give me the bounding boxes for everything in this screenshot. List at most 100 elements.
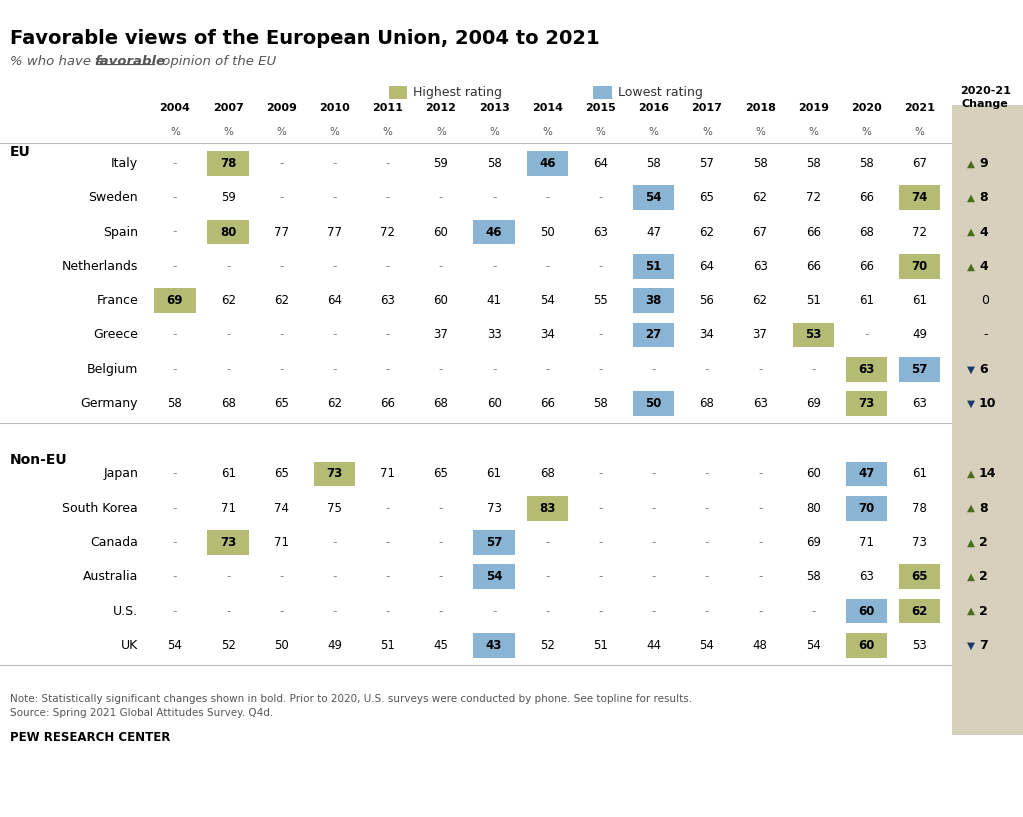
Text: -: -	[226, 328, 230, 342]
Text: 2017: 2017	[692, 103, 722, 113]
Text: -: -	[386, 157, 390, 170]
Text: Non-EU: Non-EU	[10, 453, 68, 467]
Text: Netherlands: Netherlands	[61, 260, 138, 273]
Text: ▲: ▲	[967, 538, 975, 547]
Text: -: -	[492, 191, 496, 204]
Text: 2016: 2016	[638, 103, 669, 113]
Text: 60: 60	[806, 467, 820, 480]
Text: %: %	[595, 127, 606, 136]
Text: -: -	[332, 536, 337, 549]
Text: 70: 70	[858, 502, 875, 515]
Text: ▲: ▲	[967, 469, 975, 479]
Text: 50: 50	[540, 225, 554, 239]
Text: 71: 71	[274, 536, 288, 549]
Text: 77: 77	[274, 225, 288, 239]
Text: 46: 46	[539, 157, 555, 170]
FancyBboxPatch shape	[527, 151, 568, 176]
Text: 68: 68	[434, 397, 448, 410]
Text: -: -	[705, 570, 709, 583]
FancyBboxPatch shape	[899, 599, 940, 623]
Text: -: -	[492, 363, 496, 376]
FancyBboxPatch shape	[389, 86, 407, 99]
Text: -: -	[386, 570, 390, 583]
Text: 37: 37	[753, 328, 767, 342]
Text: 65: 65	[274, 397, 288, 410]
Text: 52: 52	[540, 639, 554, 652]
Text: %: %	[170, 127, 180, 136]
Text: 8: 8	[979, 502, 987, 515]
Text: ▲: ▲	[967, 503, 975, 513]
Text: ▲: ▲	[967, 227, 975, 237]
Text: 60: 60	[487, 397, 501, 410]
Text: 63: 63	[593, 225, 608, 239]
Text: 54: 54	[486, 570, 502, 583]
Text: 63: 63	[858, 363, 875, 376]
Text: -: -	[705, 502, 709, 515]
Text: 60: 60	[858, 639, 875, 652]
Text: 2013: 2013	[479, 103, 509, 113]
Text: 61: 61	[221, 467, 235, 480]
Text: -: -	[279, 191, 283, 204]
Text: 54: 54	[700, 639, 714, 652]
Text: ▼: ▼	[967, 399, 975, 408]
Text: 9: 9	[979, 157, 987, 170]
Text: 47: 47	[858, 467, 875, 480]
FancyBboxPatch shape	[474, 220, 515, 244]
Text: 69: 69	[806, 536, 820, 549]
Text: 66: 66	[859, 260, 874, 273]
Text: -: -	[332, 328, 337, 342]
FancyBboxPatch shape	[899, 565, 940, 589]
Text: -: -	[758, 570, 762, 583]
Text: %: %	[808, 127, 818, 136]
Text: -: -	[652, 536, 656, 549]
Text: 54: 54	[806, 639, 820, 652]
Text: Belgium: Belgium	[87, 363, 138, 376]
Text: 63: 63	[753, 260, 767, 273]
Text: 2: 2	[979, 570, 988, 583]
Text: -: -	[758, 363, 762, 376]
Text: 61: 61	[487, 467, 501, 480]
Text: 50: 50	[646, 397, 662, 410]
Text: 2004: 2004	[160, 103, 190, 113]
Text: 60: 60	[434, 294, 448, 307]
Text: 2: 2	[979, 605, 988, 618]
FancyBboxPatch shape	[633, 323, 674, 347]
Text: -: -	[173, 225, 177, 239]
Text: 62: 62	[221, 294, 235, 307]
Text: 63: 63	[381, 294, 395, 307]
FancyBboxPatch shape	[846, 599, 887, 623]
Text: 66: 66	[806, 260, 820, 273]
Text: 71: 71	[221, 502, 235, 515]
Text: -: -	[386, 536, 390, 549]
FancyBboxPatch shape	[314, 462, 355, 486]
Text: % who have a: % who have a	[10, 55, 107, 68]
Text: -: -	[758, 502, 762, 515]
FancyBboxPatch shape	[899, 185, 940, 210]
Text: 58: 58	[593, 397, 608, 410]
Text: U.S.: U.S.	[113, 605, 138, 618]
Text: %: %	[276, 127, 286, 136]
Text: 27: 27	[646, 328, 662, 342]
Text: 72: 72	[381, 225, 395, 239]
Text: 68: 68	[859, 225, 874, 239]
Text: %: %	[861, 127, 872, 136]
Text: -: -	[811, 605, 815, 618]
Text: 62: 62	[274, 294, 288, 307]
Text: -: -	[386, 363, 390, 376]
Text: -: -	[439, 502, 443, 515]
Text: 68: 68	[221, 397, 235, 410]
Text: 54: 54	[168, 639, 182, 652]
Text: 60: 60	[858, 605, 875, 618]
Text: -: -	[492, 605, 496, 618]
Text: 34: 34	[540, 328, 554, 342]
Text: -: -	[173, 467, 177, 480]
Text: 63: 63	[753, 397, 767, 410]
Text: 59: 59	[434, 157, 448, 170]
Text: -: -	[983, 328, 987, 342]
Text: Germany: Germany	[81, 397, 138, 410]
Text: ▲: ▲	[967, 572, 975, 582]
Text: 54: 54	[646, 191, 662, 204]
Text: -: -	[173, 605, 177, 618]
Text: Japan: Japan	[103, 467, 138, 480]
Text: 72: 72	[806, 191, 820, 204]
